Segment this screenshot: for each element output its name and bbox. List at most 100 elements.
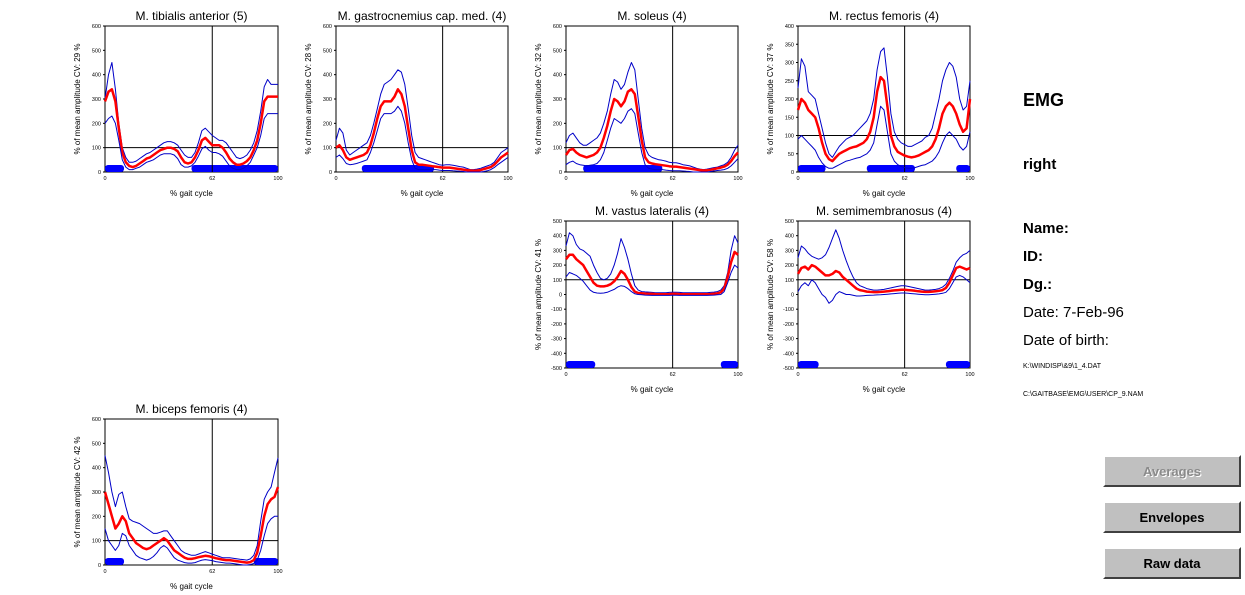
envelope-line-upper — [797, 47, 971, 158]
plot-frame — [335, 25, 509, 173]
envelope-line-upper — [104, 455, 279, 561]
y-tick-label: -500 — [551, 366, 562, 372]
date-label: Date: 7-Feb-96 — [1023, 304, 1124, 321]
chart-title: M. rectus femoris (4) — [829, 9, 939, 23]
plot-frame — [104, 418, 279, 566]
y-tick-label: 100 — [553, 278, 562, 284]
x-tick-label: 100 — [965, 176, 974, 182]
y-tick-label: 250 — [785, 79, 794, 85]
envelope-line-lower — [565, 108, 739, 173]
x-tick-label: 62 — [902, 372, 908, 378]
y-tick-label: 600 — [92, 417, 101, 423]
side-label: right — [1023, 156, 1057, 173]
y-tick-label: 400 — [92, 73, 101, 79]
y-tick-label: 200 — [785, 97, 794, 103]
emg-chart-soleus: M. soleus (4) 0 100 200 300 400 500 600 0 62 100 % … — [534, 9, 743, 198]
mean-line — [796, 75, 972, 163]
y-axis-label: % of mean amplitude CV: 41 % — [534, 239, 543, 350]
y-tick-label: -400 — [551, 351, 562, 357]
x-tick-label: 0 — [564, 176, 567, 182]
y-tick-label: 100 — [92, 539, 101, 545]
activity-bar — [798, 165, 826, 172]
emg-plot-gastrocnemius: M. gastrocnemius cap. med. (4) 0 100 200 300… — [300, 0, 516, 202]
envelope-line-lower — [797, 274, 971, 304]
y-tick-label: 200 — [323, 121, 332, 127]
x-tick-label: 0 — [103, 569, 106, 575]
mean-line — [103, 486, 280, 564]
y-tick-label: 500 — [785, 219, 794, 225]
y-tick-label: 400 — [323, 73, 332, 79]
y-tick-label: 300 — [92, 490, 101, 496]
y-tick-label: 0 — [791, 170, 794, 176]
x-tick-label: 100 — [733, 372, 742, 378]
y-tick-label: 400 — [553, 73, 562, 79]
emg-plot-soleus: M. soleus (4) 0 100 200 300 400 500 600 0 62 100 % … — [530, 0, 746, 202]
y-tick-label: 300 — [785, 248, 794, 254]
x-tick-label: 0 — [796, 372, 799, 378]
raw-data-button[interactable]: Raw data — [1103, 547, 1241, 579]
averages-button[interactable]: Averages — [1103, 455, 1241, 487]
chart-title: M. gastrocnemius cap. med. (4) — [338, 9, 507, 23]
envelope-line-upper — [797, 229, 971, 291]
emg-chart-rectus-femoris: M. rectus femoris (4) 0 50 100 150 200 250 300 3… — [766, 9, 975, 198]
x-tick-label: 62 — [902, 176, 908, 182]
x-tick-label: 62 — [209, 176, 215, 182]
y-tick-label: 400 — [785, 24, 794, 30]
y-tick-label: -400 — [783, 351, 794, 357]
x-axis-label: % gait cycle — [631, 385, 674, 394]
y-tick-label: 50 — [788, 152, 794, 158]
y-tick-label: -500 — [783, 366, 794, 372]
x-tick-label: 62 — [440, 176, 446, 182]
envelopes-button[interactable]: Envelopes — [1103, 501, 1241, 533]
diagnosis-label: Dg.: — [1023, 276, 1053, 293]
x-tick-label: 62 — [670, 372, 676, 378]
emg-chart-semimembranosus: M. semimembranosus (4) -500 -400 -300 -200 -1… — [766, 204, 975, 394]
y-tick-label: 500 — [323, 48, 332, 54]
mean-line — [796, 263, 971, 294]
y-tick-label: -100 — [783, 307, 794, 313]
activity-bar — [253, 558, 278, 565]
x-tick-label: 100 — [503, 176, 512, 182]
envelope-line-lower — [104, 113, 278, 171]
emg-plot-semimembranosus: M. semimembranosus (4) -500 -400 -300 -200 -1… — [762, 195, 978, 398]
x-tick-label: 0 — [103, 176, 106, 182]
x-axis-label: % gait cycle — [170, 582, 213, 591]
y-axis-label: % of mean amplitude CV: 28 % — [304, 44, 313, 155]
chart-title: M. biceps femoris (4) — [135, 402, 247, 416]
y-tick-label: 0 — [98, 563, 101, 569]
chart-title: M. tibialis anterior (5) — [135, 9, 247, 23]
emg-title: EMG — [1023, 90, 1065, 110]
chart-title: M. vastus lateralis (4) — [595, 204, 709, 218]
y-tick-label: -200 — [783, 322, 794, 328]
activity-bar — [583, 165, 663, 172]
x-axis-label: % gait cycle — [863, 189, 906, 198]
y-tick-label: 500 — [553, 219, 562, 225]
x-tick-label: 0 — [564, 372, 567, 378]
data-file-path: K:\WINDISP\&9\1_4.DAT — [1023, 363, 1102, 370]
activity-bar — [945, 361, 970, 368]
envelope-line-lower — [565, 264, 739, 296]
envelope-line-upper — [335, 69, 509, 171]
mean-line — [565, 250, 739, 296]
x-tick-label: 100 — [965, 372, 974, 378]
y-tick-label: -100 — [551, 307, 562, 313]
x-tick-label: 100 — [273, 176, 282, 182]
emg-plot-tibialis-anterior: M. tibialis anterior (5) 0 100 200 300 400 500… — [69, 0, 286, 202]
y-tick-label: 300 — [785, 61, 794, 67]
y-tick-label: 200 — [785, 263, 794, 269]
y-axis-label: % of mean amplitude CV: 37 % — [766, 44, 775, 155]
envelope-line-lower — [335, 105, 509, 173]
y-tick-label: 600 — [553, 24, 562, 30]
chart-title: M. semimembranosus (4) — [816, 204, 952, 218]
emg-chart-tibialis-anterior: M. tibialis anterior (5) 0 100 200 300 400 500… — [73, 9, 283, 198]
emg-chart-biceps-femoris: M. biceps femoris (4) 0 100 200 300 400 500 600… — [73, 402, 283, 591]
y-axis-label: % of mean amplitude CV: 42 % — [73, 437, 82, 548]
y-tick-label: 300 — [92, 97, 101, 103]
mean-line — [103, 88, 278, 169]
y-tick-label: -200 — [551, 322, 562, 328]
activity-bar — [361, 165, 435, 172]
x-tick-label: 62 — [209, 569, 215, 575]
mean-line — [335, 88, 509, 173]
name-label: Name: — [1023, 220, 1069, 237]
activity-bar — [956, 165, 970, 172]
